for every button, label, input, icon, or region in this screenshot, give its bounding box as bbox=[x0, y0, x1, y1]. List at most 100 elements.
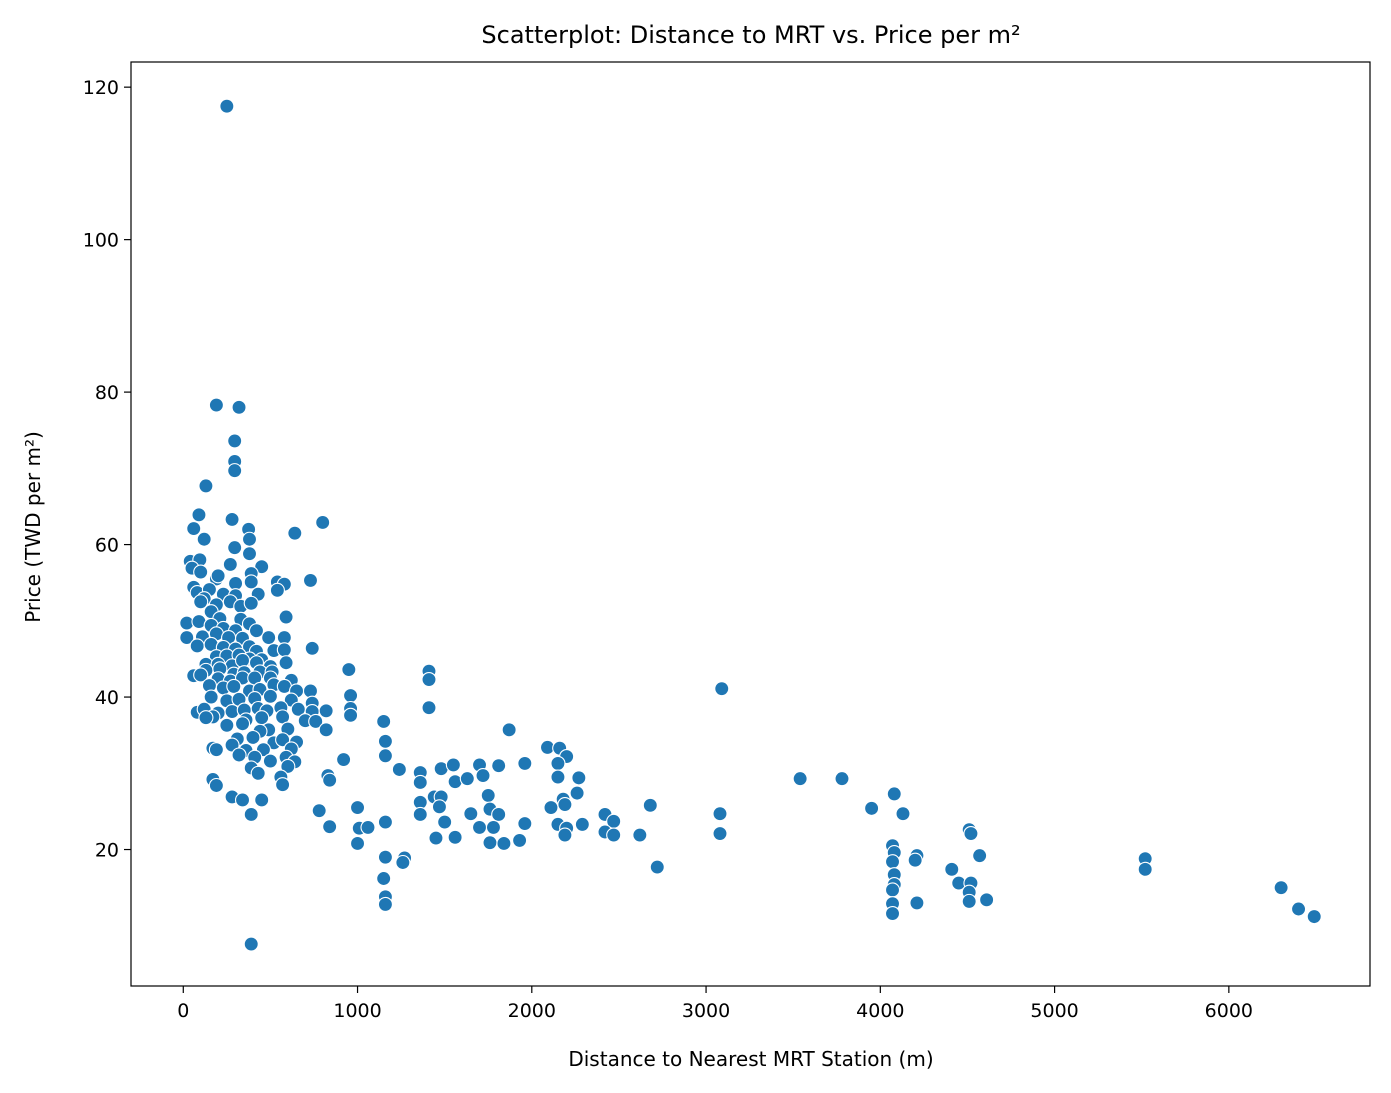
scatter-point bbox=[198, 478, 214, 494]
scatter-point bbox=[224, 511, 240, 527]
scatter-point bbox=[196, 531, 212, 547]
scatter-point bbox=[245, 729, 261, 746]
scatter-point bbox=[208, 742, 224, 758]
x-tick-label: 4000 bbox=[856, 1000, 904, 1022]
scatter-point bbox=[262, 753, 278, 769]
scatter-point bbox=[496, 835, 512, 851]
scatter-point bbox=[501, 722, 517, 738]
scatter-point bbox=[250, 765, 266, 781]
scatter-point bbox=[1137, 861, 1153, 877]
scatter-point bbox=[649, 859, 665, 875]
scatter-point bbox=[234, 716, 251, 732]
scatter-point bbox=[336, 752, 352, 768]
scatter-point bbox=[642, 797, 658, 813]
scatter-point bbox=[714, 681, 730, 697]
scatter-point bbox=[377, 814, 393, 830]
scatter-point bbox=[261, 630, 277, 646]
scatter-point bbox=[431, 799, 447, 815]
scatter-point bbox=[377, 849, 393, 865]
scatter-point bbox=[318, 722, 334, 738]
scatter-point bbox=[234, 792, 251, 808]
scatter-point bbox=[550, 755, 566, 771]
scatter-point bbox=[471, 819, 488, 835]
scatter-point bbox=[421, 700, 437, 716]
scatter-point bbox=[193, 594, 209, 610]
scatter-point bbox=[243, 595, 259, 611]
y-tick-label: 40 bbox=[95, 687, 119, 709]
scatter-point bbox=[517, 755, 533, 771]
scatter-points bbox=[179, 98, 1322, 952]
x-tick-label: 0 bbox=[177, 1000, 189, 1022]
scatter-point bbox=[341, 662, 357, 678]
chart-title: Scatterplot: Distance to MRT vs. Price p… bbox=[481, 21, 1020, 49]
scatter-point bbox=[198, 710, 214, 726]
x-axis-label: Distance to Nearest MRT Station (m) bbox=[568, 1047, 933, 1071]
scatter-point bbox=[1291, 901, 1307, 917]
scatter-point bbox=[219, 98, 235, 114]
scatter-point bbox=[909, 895, 925, 911]
scatter-point bbox=[241, 531, 258, 547]
scatter-point bbox=[322, 772, 338, 788]
scatter-point bbox=[254, 792, 270, 808]
scatter-point bbox=[376, 870, 392, 887]
scatter-point bbox=[276, 642, 292, 658]
scatter-point bbox=[412, 806, 428, 823]
scatter-point bbox=[574, 816, 590, 832]
scatter-point bbox=[907, 852, 923, 868]
y-axis-ticks: 20 40 60 80 100 120 bbox=[83, 77, 131, 862]
y-tick-label: 100 bbox=[83, 230, 119, 252]
scatter-point bbox=[343, 687, 359, 704]
scatter-point bbox=[208, 777, 224, 794]
scatter-point bbox=[391, 761, 407, 778]
scatter-point bbox=[884, 882, 901, 898]
x-tick-label: 5000 bbox=[1030, 1000, 1078, 1022]
x-tick-label: 2000 bbox=[508, 1000, 556, 1022]
scatter-point bbox=[377, 896, 393, 912]
scatter-point bbox=[248, 623, 265, 639]
scatter-point bbox=[447, 829, 463, 845]
scatter-point bbox=[280, 758, 296, 774]
scatter-point bbox=[972, 848, 988, 864]
scatter-point bbox=[445, 757, 461, 773]
scatter-point bbox=[712, 825, 728, 842]
scatter-point bbox=[944, 861, 960, 877]
scatter-point bbox=[254, 559, 270, 575]
scatter-point bbox=[963, 825, 979, 842]
scatter-point bbox=[864, 800, 880, 816]
scatter-point bbox=[482, 835, 498, 851]
scatter-point bbox=[360, 819, 376, 835]
scatter-point bbox=[491, 758, 507, 774]
scatter-point bbox=[349, 800, 366, 816]
scatter-point bbox=[459, 771, 475, 787]
scatter-point bbox=[231, 747, 247, 763]
scatter-point bbox=[421, 671, 437, 688]
scatter-point bbox=[1306, 909, 1322, 925]
scatter-point bbox=[311, 803, 327, 819]
x-tick-label: 6000 bbox=[1205, 1000, 1253, 1022]
x-axis-ticks: 0 1000 2000 3000 4000 5000 6000 bbox=[177, 986, 1253, 1022]
scatter-point bbox=[227, 463, 243, 479]
scatter-point bbox=[304, 640, 320, 656]
scatter-point bbox=[208, 397, 224, 413]
plot-area-frame bbox=[130, 61, 1371, 987]
x-tick-label: 1000 bbox=[333, 1000, 381, 1022]
scatter-point bbox=[315, 514, 331, 531]
scatter-point bbox=[632, 827, 648, 843]
scatter-point bbox=[550, 769, 566, 785]
y-tick-label: 80 bbox=[95, 382, 119, 404]
scatter-point bbox=[275, 777, 291, 793]
scatter-point bbox=[343, 707, 359, 723]
scatter-point bbox=[491, 806, 507, 823]
scatter-point bbox=[480, 787, 496, 803]
scatter-point bbox=[349, 835, 366, 851]
scatter-point bbox=[222, 556, 238, 572]
scatter-point bbox=[792, 771, 808, 787]
scatter-point bbox=[979, 892, 995, 908]
scatter-point bbox=[886, 786, 902, 802]
y-tick-label: 20 bbox=[95, 840, 119, 862]
scatter-point bbox=[243, 806, 259, 823]
scatter-point bbox=[243, 574, 259, 590]
